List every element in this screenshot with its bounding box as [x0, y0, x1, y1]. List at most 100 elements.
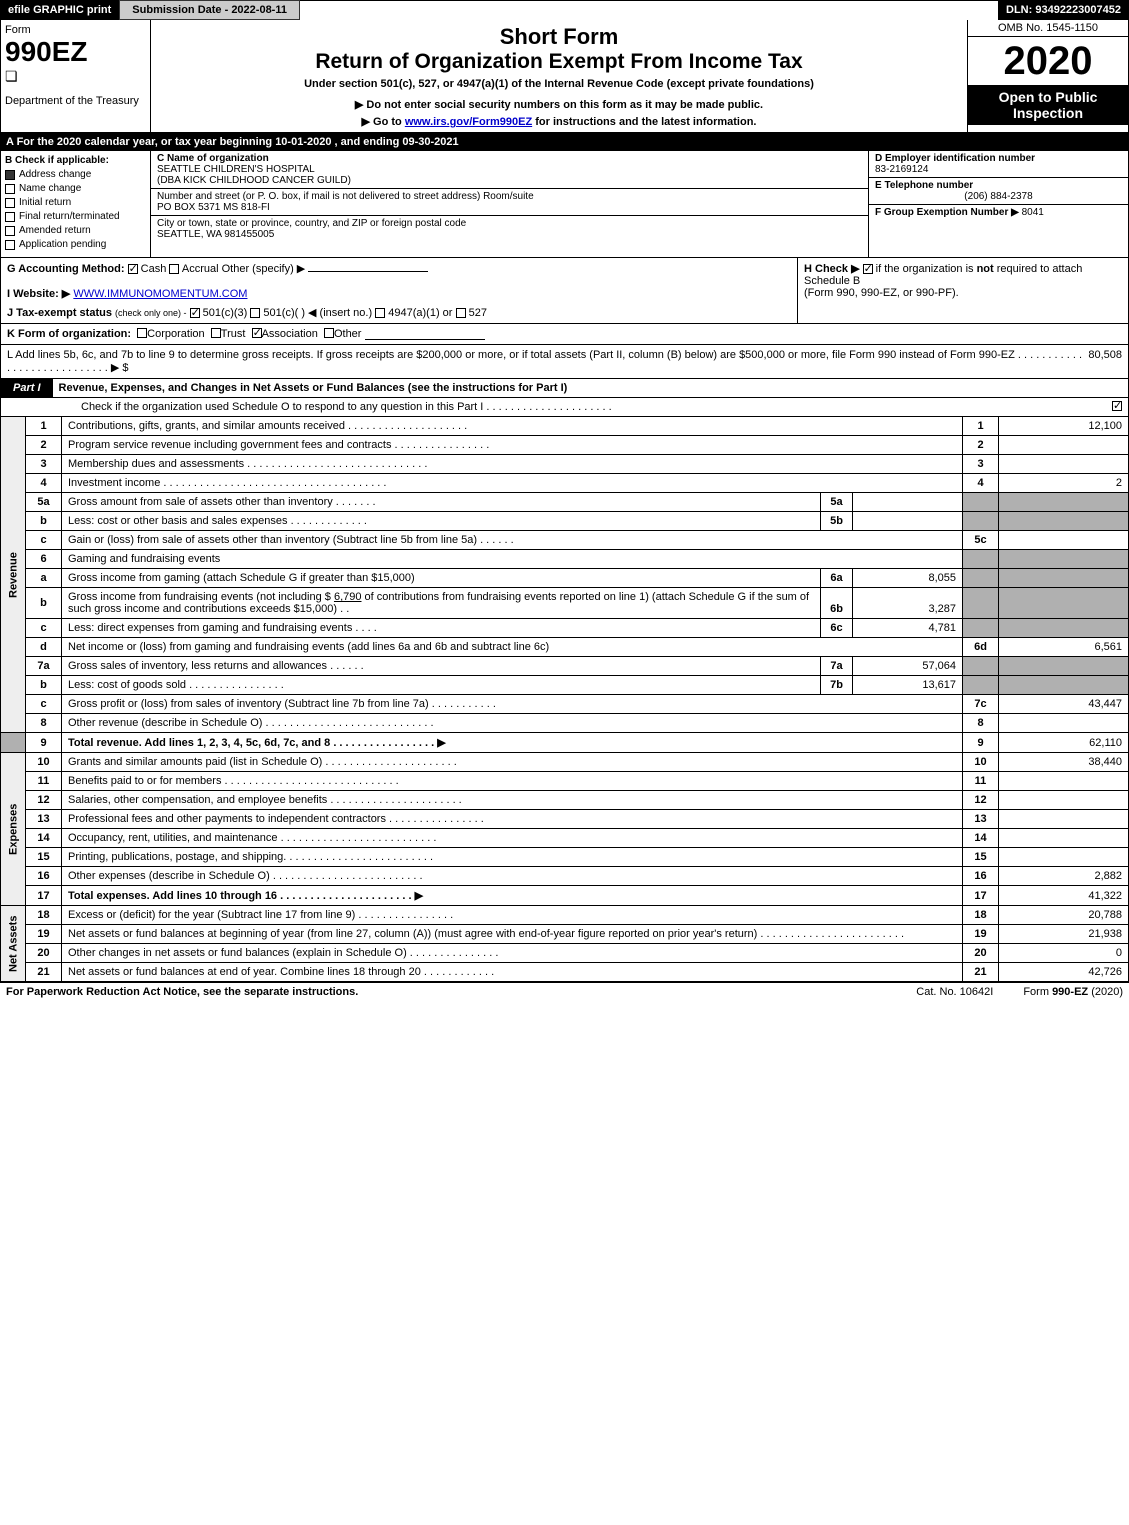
l6c-subval: 4,781	[853, 619, 963, 638]
l10-ln: 10	[963, 753, 999, 772]
city-row: City or town, state or province, country…	[151, 216, 868, 242]
line-7b: bLess: cost of goods sold . . . . . . . …	[1, 676, 1129, 695]
subtitle: Under section 501(c), 527, or 4947(a)(1)…	[155, 78, 963, 90]
cb-initial-return[interactable]: Initial return	[5, 197, 146, 208]
barcode-icon: ❏	[5, 68, 146, 85]
irs-link[interactable]: www.irs.gov/Form990EZ	[405, 116, 532, 128]
l6a-subval: 8,055	[853, 569, 963, 588]
l5c-amt	[999, 531, 1129, 550]
cb-amended-return[interactable]: Amended return	[5, 225, 146, 236]
l17-num: 17	[26, 886, 62, 906]
website-link[interactable]: WWW.IMMUNOMOMENTUM.COM	[73, 288, 247, 300]
opt-527: 527	[469, 307, 487, 319]
l12-amt	[999, 791, 1129, 810]
box-i-label: I Website: ▶	[7, 288, 70, 300]
l16-desc: Other expenses (describe in Schedule O) …	[62, 867, 963, 886]
footer: For Paperwork Reduction Act Notice, see …	[0, 982, 1129, 1001]
l5a-sub: 5a	[821, 493, 853, 512]
h-text3: (Form 990, 990-EZ, or 990-PF).	[804, 287, 1122, 299]
cb-501c3[interactable]	[190, 308, 200, 318]
l9-amt: 62,110	[999, 733, 1129, 753]
cb-schedule-b[interactable]	[863, 264, 873, 274]
line-20: 20Other changes in net assets or fund ba…	[1, 944, 1129, 963]
cb-final-return[interactable]: Final return/terminated	[5, 211, 146, 222]
l9-desc: Total revenue. Add lines 1, 2, 3, 4, 5c,…	[62, 733, 963, 753]
l21-num: 21	[26, 963, 62, 982]
opt-corp: Corporation	[147, 328, 204, 340]
other-specify-input[interactable]	[308, 271, 428, 272]
l15-ln: 15	[963, 848, 999, 867]
l17-ln: 17	[963, 886, 999, 906]
efile-print-button[interactable]: efile GRAPHIC print	[0, 0, 119, 20]
cb-cash[interactable]	[128, 264, 138, 274]
omb-number: OMB No. 1545-1150	[968, 20, 1128, 37]
main-title: Return of Organization Exempt From Incom…	[155, 50, 963, 74]
box-b-label: B Check if applicable:	[5, 155, 146, 166]
l17-amt: 41,322	[999, 886, 1129, 906]
open-line2: Inspection	[972, 105, 1124, 121]
footer-right-bold: 990-EZ	[1052, 986, 1088, 998]
org-name-row: C Name of organization SEATTLE CHILDREN'…	[151, 151, 868, 189]
l7b-num: b	[26, 676, 62, 695]
l6-desc: Gaming and fundraising events	[62, 550, 963, 569]
l7b-sub: 7b	[821, 676, 853, 695]
cb-schedule-o[interactable]	[1112, 401, 1122, 411]
l13-num: 13	[26, 810, 62, 829]
l4-num: 4	[26, 474, 62, 493]
gross-receipts-value: 80,508	[1088, 349, 1122, 374]
cb-association[interactable]	[252, 328, 262, 338]
submission-date: Submission Date - 2022-08-11	[119, 0, 300, 20]
box-c: C Name of organization SEATTLE CHILDREN'…	[151, 151, 868, 257]
line-5a: 5aGross amount from sale of assets other…	[1, 493, 1129, 512]
cb-accrual[interactable]	[169, 264, 179, 274]
line-10: Expenses 10Grants and similar amounts pa…	[1, 753, 1129, 772]
addr-row: Number and street (or P. O. box, if mail…	[151, 189, 868, 216]
l7a-gray2	[999, 657, 1129, 676]
l9-desc-text: Total revenue. Add lines 1, 2, 3, 4, 5c,…	[68, 737, 446, 749]
l9-gap	[1, 733, 26, 753]
l7a-gray	[963, 657, 999, 676]
l7b-gray2	[999, 676, 1129, 695]
cb-527[interactable]	[456, 308, 466, 318]
cb-address-change[interactable]: Address change	[5, 169, 146, 180]
box-k: K Form of organization: Corporation Trus…	[0, 324, 1129, 345]
box-def: D Employer identification number 83-2169…	[868, 151, 1128, 257]
cb-4947[interactable]	[375, 308, 385, 318]
cb-501c[interactable]	[250, 308, 260, 318]
box-g: G Accounting Method: Cash Accrual Other …	[1, 258, 798, 323]
l13-desc: Professional fees and other payments to …	[62, 810, 963, 829]
l6b-gray	[963, 588, 999, 619]
other-org-input[interactable]	[365, 328, 485, 340]
line-6b: bGross income from fundraising events (n…	[1, 588, 1129, 619]
cb-label: Amended return	[19, 225, 91, 236]
l1-desc: Contributions, gifts, grants, and simila…	[62, 417, 963, 436]
line-6c: cLess: direct expenses from gaming and f…	[1, 619, 1129, 638]
cb-name-change[interactable]: Name change	[5, 183, 146, 194]
l8-amt	[999, 714, 1129, 733]
city-value: SEATTLE, WA 981455005	[157, 229, 862, 240]
line-21: 21Net assets or fund balances at end of …	[1, 963, 1129, 982]
h-not: not	[977, 263, 994, 275]
l5c-num: c	[26, 531, 62, 550]
box-b: B Check if applicable: Address change Na…	[1, 151, 151, 257]
opt-4947: 4947(a)(1) or	[388, 307, 452, 319]
l4-desc: Investment income . . . . . . . . . . . …	[62, 474, 963, 493]
line-15: 15Printing, publications, postage, and s…	[1, 848, 1129, 867]
l13-ln: 13	[963, 810, 999, 829]
l3-num: 3	[26, 455, 62, 474]
line-16: 16Other expenses (describe in Schedule O…	[1, 867, 1129, 886]
l5c-desc: Gain or (loss) from sale of assets other…	[62, 531, 963, 550]
cb-corporation[interactable]	[137, 328, 147, 338]
goto-instructions: ▶ Go to www.irs.gov/Form990EZ for instru…	[155, 115, 963, 128]
l5a-desc: Gross amount from sale of assets other t…	[62, 493, 821, 512]
l2-amt	[999, 436, 1129, 455]
line-12: 12Salaries, other compensation, and empl…	[1, 791, 1129, 810]
cb-trust[interactable]	[211, 328, 221, 338]
l7b-subval: 13,617	[853, 676, 963, 695]
open-line1: Open to Public	[972, 89, 1124, 105]
info-grid: B Check if applicable: Address change Na…	[0, 151, 1129, 258]
revenue-vlabel: Revenue	[1, 417, 26, 733]
checkbox-icon	[5, 184, 15, 194]
cb-application-pending[interactable]: Application pending	[5, 239, 146, 250]
cb-other-org[interactable]	[324, 328, 334, 338]
